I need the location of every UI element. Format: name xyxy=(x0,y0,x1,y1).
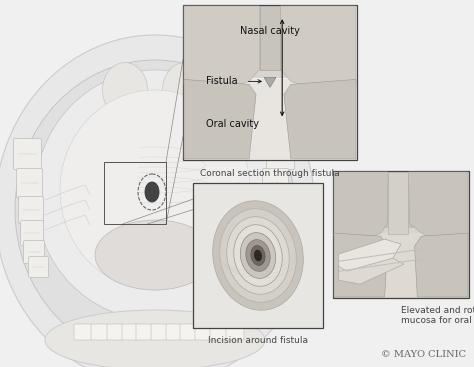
Bar xyxy=(334,172,468,228)
Text: Incision around fistula: Incision around fistula xyxy=(208,336,308,345)
Text: © MAYO CLINIC: © MAYO CLINIC xyxy=(381,350,466,359)
Bar xyxy=(260,6,281,70)
Polygon shape xyxy=(409,172,468,238)
Text: mucosa for oral flap closure: mucosa for oral flap closure xyxy=(401,316,474,325)
FancyBboxPatch shape xyxy=(180,324,196,340)
Polygon shape xyxy=(184,6,260,87)
FancyBboxPatch shape xyxy=(13,138,42,170)
Bar xyxy=(193,183,323,328)
Polygon shape xyxy=(338,258,404,284)
Polygon shape xyxy=(264,77,276,87)
Ellipse shape xyxy=(60,90,250,290)
Ellipse shape xyxy=(219,209,296,302)
FancyBboxPatch shape xyxy=(17,168,43,197)
FancyBboxPatch shape xyxy=(166,324,182,340)
Polygon shape xyxy=(284,79,356,159)
Ellipse shape xyxy=(234,225,282,286)
Ellipse shape xyxy=(95,220,215,290)
FancyBboxPatch shape xyxy=(18,196,44,224)
FancyBboxPatch shape xyxy=(252,257,272,277)
Text: Oral cavity: Oral cavity xyxy=(206,119,259,129)
FancyBboxPatch shape xyxy=(24,240,45,264)
Bar xyxy=(104,162,166,224)
Ellipse shape xyxy=(145,182,159,202)
Polygon shape xyxy=(184,79,256,159)
Ellipse shape xyxy=(251,246,265,265)
Ellipse shape xyxy=(45,310,265,367)
Polygon shape xyxy=(281,6,356,87)
Text: Fistula: Fistula xyxy=(206,76,237,86)
FancyBboxPatch shape xyxy=(91,324,108,340)
Text: Nasal cavity: Nasal cavity xyxy=(240,26,300,36)
FancyBboxPatch shape xyxy=(261,196,285,224)
Bar xyxy=(388,172,409,234)
Text: Elevated and rotated oral: Elevated and rotated oral xyxy=(401,306,474,315)
Ellipse shape xyxy=(227,217,289,294)
Ellipse shape xyxy=(246,240,270,271)
FancyBboxPatch shape xyxy=(263,168,289,197)
Ellipse shape xyxy=(15,60,295,360)
FancyBboxPatch shape xyxy=(20,221,44,246)
Text: Coronal section through fistula: Coronal section through fistula xyxy=(200,169,340,178)
FancyBboxPatch shape xyxy=(226,324,244,340)
FancyBboxPatch shape xyxy=(195,324,212,340)
FancyBboxPatch shape xyxy=(136,324,152,340)
Polygon shape xyxy=(338,239,401,271)
Ellipse shape xyxy=(35,70,275,320)
Ellipse shape xyxy=(213,201,303,310)
FancyBboxPatch shape xyxy=(122,324,138,340)
FancyBboxPatch shape xyxy=(107,324,124,340)
Bar xyxy=(184,6,356,79)
FancyBboxPatch shape xyxy=(255,240,276,264)
Polygon shape xyxy=(334,172,388,238)
FancyBboxPatch shape xyxy=(74,324,92,340)
FancyBboxPatch shape xyxy=(151,324,167,340)
Bar xyxy=(333,171,469,298)
FancyBboxPatch shape xyxy=(210,324,227,340)
Ellipse shape xyxy=(0,35,315,367)
Polygon shape xyxy=(415,233,468,297)
FancyBboxPatch shape xyxy=(258,221,282,246)
Ellipse shape xyxy=(163,62,208,117)
FancyBboxPatch shape xyxy=(28,257,48,277)
Ellipse shape xyxy=(102,62,147,117)
FancyBboxPatch shape xyxy=(266,138,294,170)
Polygon shape xyxy=(334,233,387,297)
Bar xyxy=(184,79,356,159)
Bar xyxy=(183,5,357,160)
Ellipse shape xyxy=(240,233,276,278)
Bar xyxy=(334,233,468,297)
Ellipse shape xyxy=(255,250,262,261)
